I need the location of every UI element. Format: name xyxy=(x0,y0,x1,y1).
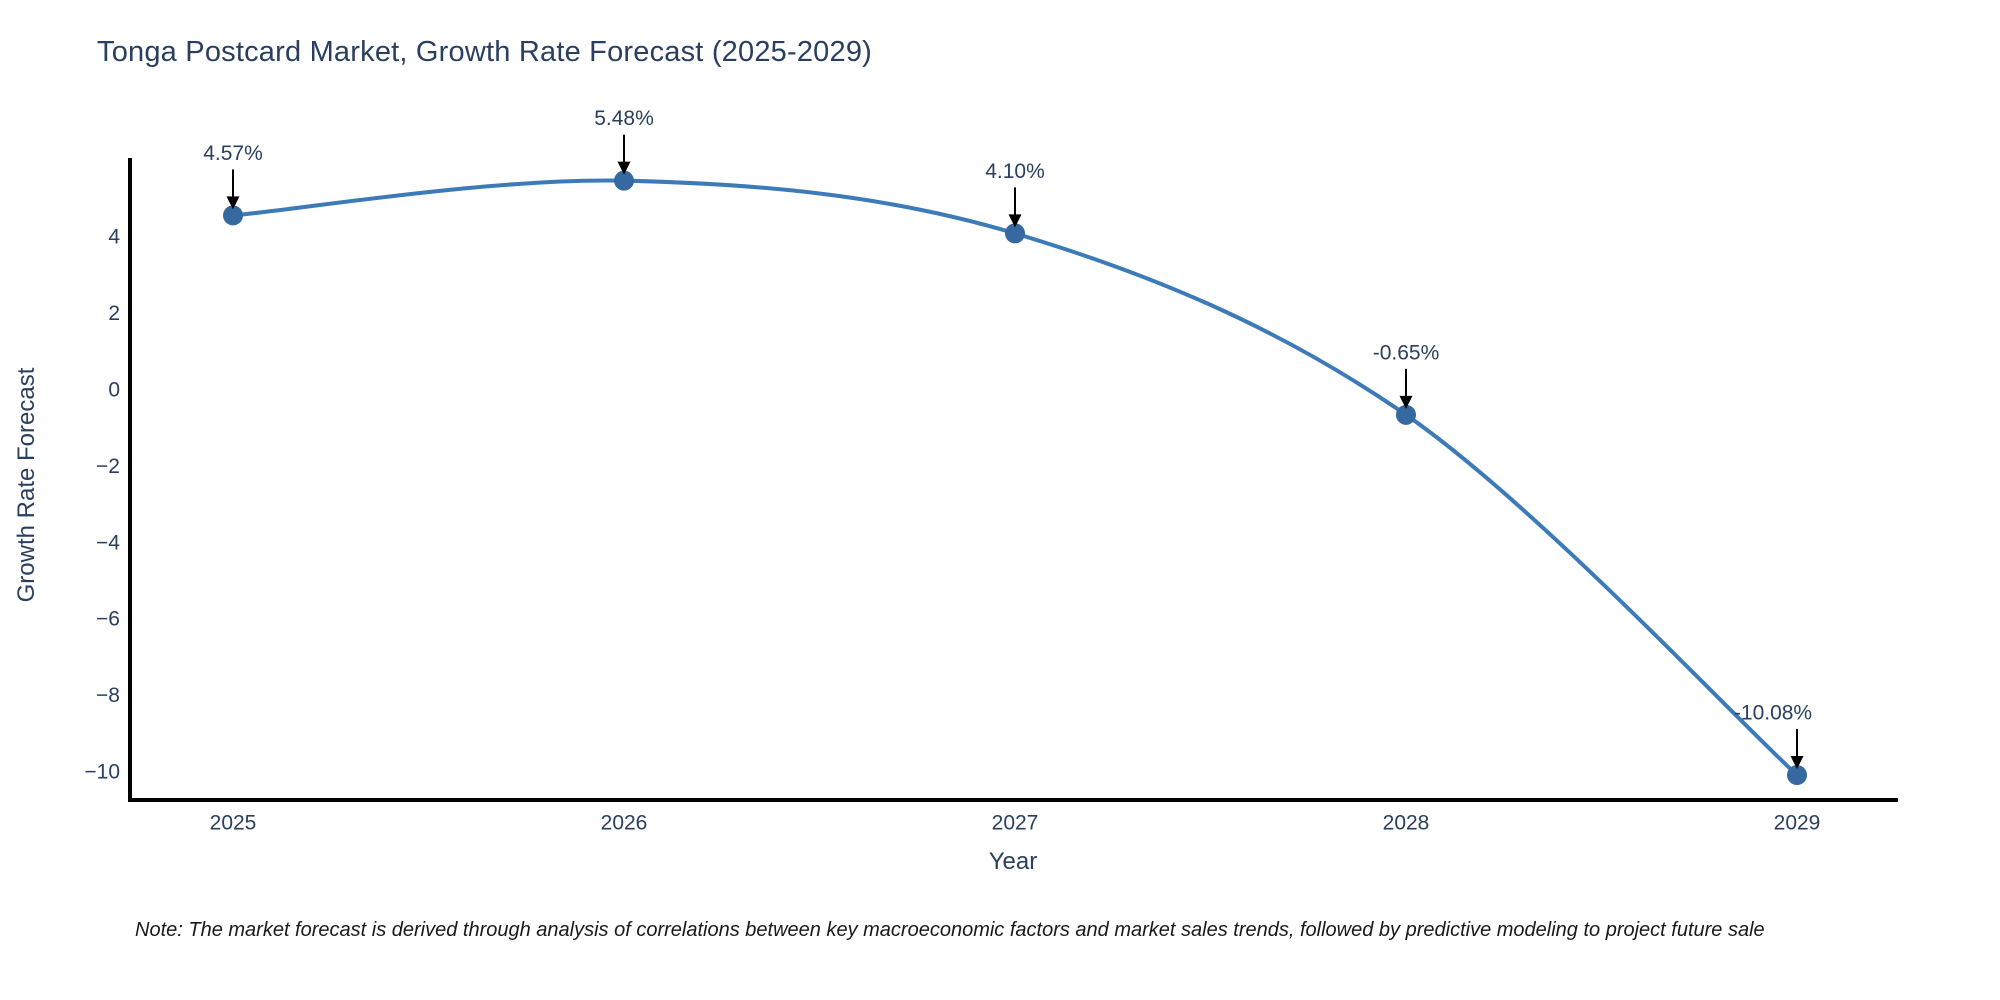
point-value-label: 4.57% xyxy=(203,142,263,165)
x-tick-label: 2029 xyxy=(1774,812,1821,835)
chart-title: Tonga Postcard Market, Growth Rate Forec… xyxy=(97,36,873,68)
x-tick-label: 2028 xyxy=(1383,812,1430,835)
footnote: Note: The market forecast is derived thr… xyxy=(135,919,1765,941)
y-tick-label: −4 xyxy=(96,531,120,554)
y-tick-label: 2 xyxy=(108,302,120,325)
point-value-label: 5.48% xyxy=(594,107,654,130)
y-tick-label: −6 xyxy=(96,608,120,631)
x-axis-title: Year xyxy=(988,848,1038,875)
x-tick-label: 2025 xyxy=(210,812,257,835)
y-tick-label: −10 xyxy=(84,761,120,784)
x-tick-label: 2026 xyxy=(601,812,648,835)
data-point-marker xyxy=(1005,223,1025,244)
y-tick-label: −2 xyxy=(96,455,120,478)
annotation-arrow-head xyxy=(1008,214,1022,228)
data-point-marker xyxy=(614,170,634,191)
series-line xyxy=(231,178,1799,778)
data-point-marker xyxy=(223,205,243,226)
y-tick-label: 4 xyxy=(108,226,120,249)
point-value-label: 4.10% xyxy=(985,160,1045,183)
annotation-arrow-head xyxy=(226,196,240,210)
y-tick-label: 0 xyxy=(108,379,120,402)
annotation-arrow-head xyxy=(1399,395,1413,409)
annotation-arrow-head xyxy=(617,161,631,175)
data-point-marker xyxy=(1787,765,1807,786)
x-tick-label: 2027 xyxy=(992,812,1039,835)
y-tick-label: −8 xyxy=(96,684,120,707)
annotation-arrow-head xyxy=(1790,756,1804,770)
point-value-label: -10.08% xyxy=(1734,702,1812,725)
data-point-marker xyxy=(1396,404,1416,425)
point-value-label: -0.65% xyxy=(1373,341,1440,364)
